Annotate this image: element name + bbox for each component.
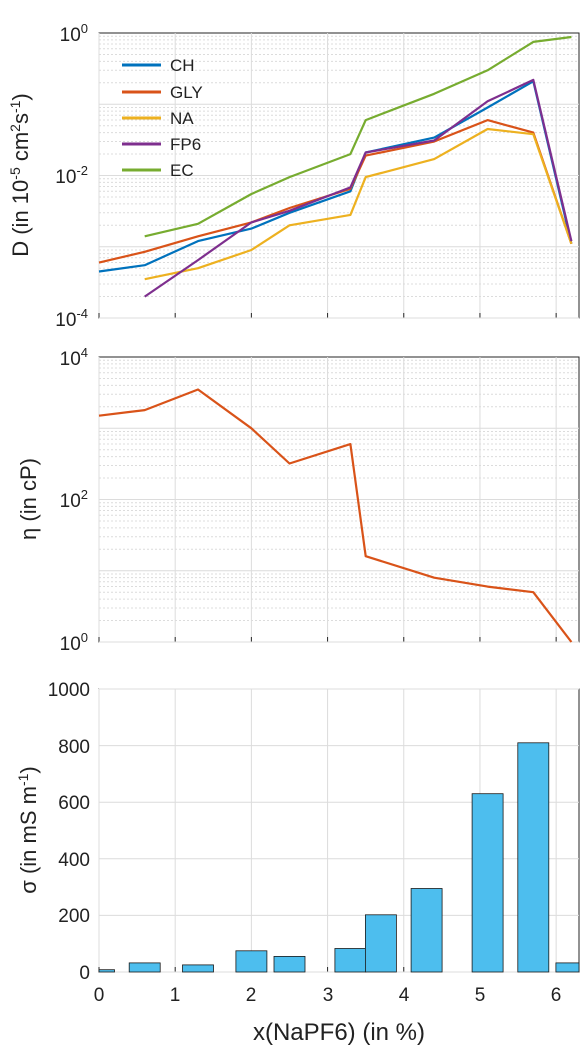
bar-7	[410, 888, 443, 973]
xtick-2: 2	[246, 985, 257, 1006]
legend-label-ch: CH	[170, 56, 195, 75]
bar-8	[471, 793, 504, 973]
panel-conductivity-bars	[98, 742, 580, 973]
ytick-sigma-800: 800	[58, 737, 90, 758]
panel-diffusion: 100 10-2 10-4 D (in 10-5 cm2s-1) CH GLY …	[7, 21, 580, 331]
ytick-eta-1: 104	[60, 345, 88, 370]
bar-6	[364, 914, 397, 973]
bar-0	[98, 969, 115, 973]
xlabel: x(NaPF6) (in %)	[253, 1019, 425, 1046]
ytick-sigma-0: 0	[79, 963, 90, 984]
panel-conductivity-grid	[98, 688, 579, 973]
ytick-d-1: 100	[60, 21, 88, 46]
panel-diffusion-lines	[98, 35, 573, 298]
series-line-ch	[98, 80, 573, 273]
bar-3	[235, 950, 268, 973]
bar-5	[334, 948, 367, 973]
ytick-eta-3: 100	[60, 630, 88, 655]
ytick-sigma-600: 600	[58, 793, 90, 814]
bar-1	[128, 962, 161, 973]
xtick-0: 0	[94, 985, 105, 1006]
series-line-ec	[144, 35, 572, 238]
ytick-sigma-1000: 1000	[48, 680, 90, 701]
bar-9	[517, 742, 550, 973]
series-line-fp6	[144, 78, 573, 298]
xtick-6: 6	[551, 985, 562, 1006]
series-line-viscosity	[98, 388, 573, 643]
panel-viscosity: 104 102 100 η (in cP)	[16, 345, 580, 655]
xtick-5: 5	[475, 985, 486, 1006]
ylabel-conductivity: σ (in mS m-1)	[15, 766, 41, 893]
legend-label-ec: EC	[170, 161, 194, 180]
bar-10	[555, 962, 580, 973]
xtick-1: 1	[170, 985, 181, 1006]
panel-viscosity-lines	[98, 388, 573, 643]
panel-viscosity-grid	[98, 357, 579, 643]
xtick-4: 4	[399, 985, 410, 1006]
series-line-na	[144, 127, 573, 281]
legend-label-gly: GLY	[170, 83, 203, 102]
ylabel-viscosity: η (in cP)	[16, 458, 41, 540]
legend: CH GLY NA FP6 EC	[122, 56, 203, 180]
ytick-sigma-400: 400	[58, 850, 90, 871]
ytick-d-3: 10-4	[55, 306, 88, 331]
ylabel-diffusion: D (in 10-5 cm2s-1)	[7, 93, 33, 257]
bar-2	[182, 964, 214, 973]
xtick-3: 3	[323, 985, 334, 1006]
ytick-d-2: 10-2	[55, 163, 88, 188]
legend-label-na: NA	[170, 109, 194, 128]
legend-label-fp6: FP6	[170, 135, 201, 154]
ytick-sigma-200: 200	[58, 906, 90, 927]
panel-conductivity-frame	[98, 688, 580, 973]
panel-conductivity: 0 200 400 600 800 1000 0 1 2 3 4 5 6 σ (…	[15, 680, 580, 1046]
ytick-eta-2: 102	[60, 487, 88, 512]
series-line-gly	[98, 118, 573, 264]
bar-4	[273, 956, 306, 973]
